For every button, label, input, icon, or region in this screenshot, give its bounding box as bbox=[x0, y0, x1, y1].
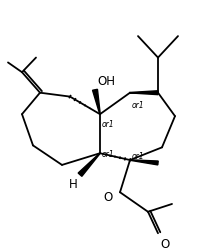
Text: O: O bbox=[160, 237, 170, 250]
Polygon shape bbox=[130, 160, 158, 165]
Polygon shape bbox=[92, 90, 100, 115]
Polygon shape bbox=[78, 153, 100, 177]
Text: or1: or1 bbox=[132, 151, 145, 160]
Text: OH: OH bbox=[97, 75, 115, 87]
Polygon shape bbox=[130, 91, 158, 95]
Text: or1: or1 bbox=[132, 101, 145, 109]
Text: H: H bbox=[69, 177, 78, 190]
Text: or1: or1 bbox=[102, 149, 115, 158]
Text: or1: or1 bbox=[102, 120, 115, 129]
Text: O: O bbox=[103, 190, 113, 203]
